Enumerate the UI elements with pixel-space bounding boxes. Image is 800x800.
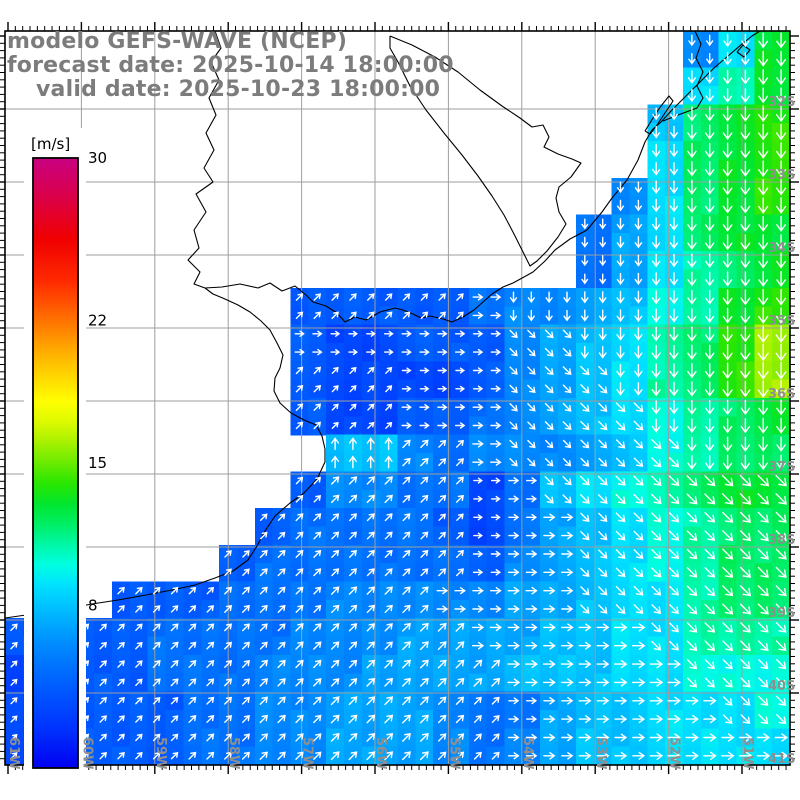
coastline-layer [4, 30, 761, 619]
colorbar-tick-label: 8 [88, 596, 98, 614]
colorbar [24, 128, 86, 778]
colorbar-unit-label: [m/s] [31, 135, 70, 153]
lon-label: 53W [593, 737, 608, 769]
lon-label: 55W [446, 737, 461, 769]
lat-label: 35S [768, 314, 795, 329]
lat-label: 39S [768, 606, 795, 621]
colorbar-tick-label: 15 [88, 454, 107, 472]
lat-label: 34S [768, 241, 795, 256]
colorbar-tick-label: 22 [88, 312, 107, 330]
colorbar-tick-label: 30 [88, 149, 107, 167]
wave-speed-field-layer [5, 31, 791, 766]
lon-label: 61W [6, 737, 21, 769]
forecast-date-text: forecast date: 2025-10-14 18:00:00 [7, 53, 454, 78]
lon-label: 51W [740, 737, 755, 769]
lon-label: 58W [226, 737, 241, 769]
lon-label: 57W [300, 737, 315, 769]
lat-label: 38S [768, 533, 795, 548]
lat-label: 41S [768, 752, 795, 767]
lon-label: 52W [667, 737, 682, 769]
lon-label: 60W [79, 737, 94, 769]
lon-label: 56W [373, 737, 388, 769]
colorbar-gradient-bar [32, 157, 79, 769]
lon-label: 59W [153, 737, 168, 769]
valid-date-text: valid date: 2025-10-23 18:00:00 [36, 77, 440, 102]
axis-labels-layer: 30 22 15 8 61W 60W 59W 58W 57W 56W 55W 54W 53W 52W 51W… [6, 95, 795, 769]
lon-label: 54W [520, 737, 535, 769]
lat-label: 33S [768, 168, 795, 183]
lat-label: 37S [768, 460, 795, 475]
model-title: modelo GEFS-WAVE (NCEP) [7, 29, 347, 54]
lat-label: 32S [768, 95, 795, 110]
map-frame-and-ticks-layer [0, 22, 799, 774]
lat-label: 36S [768, 387, 795, 402]
wave-direction-arrows-layer [10, 32, 789, 761]
lat-label: 40S [768, 679, 795, 694]
